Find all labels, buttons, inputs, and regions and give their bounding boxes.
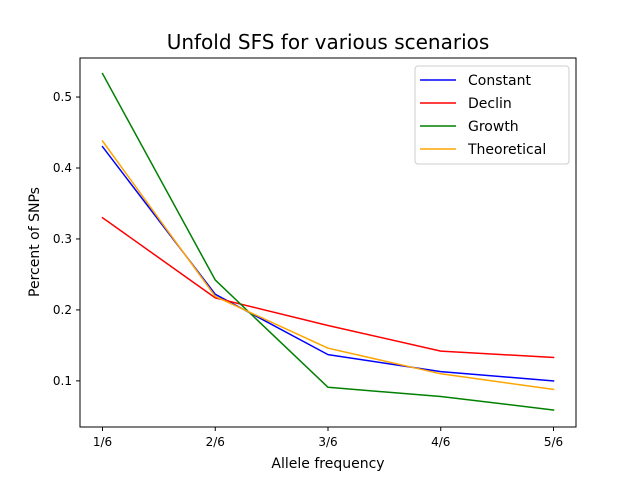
series-lines <box>101 72 555 411</box>
data-point-declin-3 <box>440 350 442 352</box>
data-point-constant-0 <box>102 146 104 148</box>
y-tick-label: 0.1 <box>53 374 72 388</box>
data-point-declin-0 <box>102 217 104 219</box>
data-point-theoretical-0 <box>102 140 104 142</box>
y-tick-label: 0.3 <box>53 232 72 246</box>
x-tick-label: 3/6 <box>318 435 337 449</box>
data-point-constant-3 <box>440 371 442 373</box>
data-point-growth-2 <box>327 387 329 389</box>
data-point-growth-4 <box>553 409 555 411</box>
x-tick-label: 5/6 <box>544 435 563 449</box>
data-point-theoretical-4 <box>553 389 555 391</box>
y-tick-label: 0.2 <box>53 303 72 317</box>
data-point-constant-2 <box>327 354 329 356</box>
x-tick-label: 2/6 <box>206 435 225 449</box>
data-point-declin-4 <box>553 357 555 359</box>
chart-title: Unfold SFS for various scenarios <box>167 30 490 54</box>
series-line-theoretical <box>101 139 555 391</box>
legend: Constant Declin Growth Theoretical <box>414 65 570 165</box>
y-axis: 0.1 0.2 0.3 0.4 0.5 <box>53 90 80 388</box>
data-point-growth-3 <box>440 396 442 398</box>
y-tick-label: 0.4 <box>53 161 72 175</box>
y-tick-label: 0.5 <box>53 90 72 104</box>
x-axis: 1/6 2/6 3/6 4/6 5/6 <box>93 427 563 449</box>
y-axis-label: Percent of SNPs <box>27 187 43 297</box>
legend-label-declin: Declin <box>468 96 512 112</box>
data-point-constant-4 <box>553 380 555 382</box>
x-axis-label: Allele frequency <box>271 456 384 472</box>
data-point-growth-0 <box>102 73 104 75</box>
legend-box <box>414 65 570 165</box>
legend-label-theoretical: Theoretical <box>467 142 546 158</box>
data-point-growth-1 <box>215 279 217 281</box>
data-point-declin-2 <box>327 325 329 327</box>
series-line-growth <box>101 72 555 411</box>
data-point-theoretical-3 <box>440 373 442 375</box>
legend-label-constant: Constant <box>468 73 531 89</box>
data-point-theoretical-1 <box>215 296 217 298</box>
series-line-declin <box>101 216 555 359</box>
legend-label-growth: Growth <box>468 119 519 135</box>
x-tick-label: 4/6 <box>431 435 450 449</box>
x-tick-label: 1/6 <box>93 435 112 449</box>
data-point-theoretical-2 <box>327 347 329 349</box>
